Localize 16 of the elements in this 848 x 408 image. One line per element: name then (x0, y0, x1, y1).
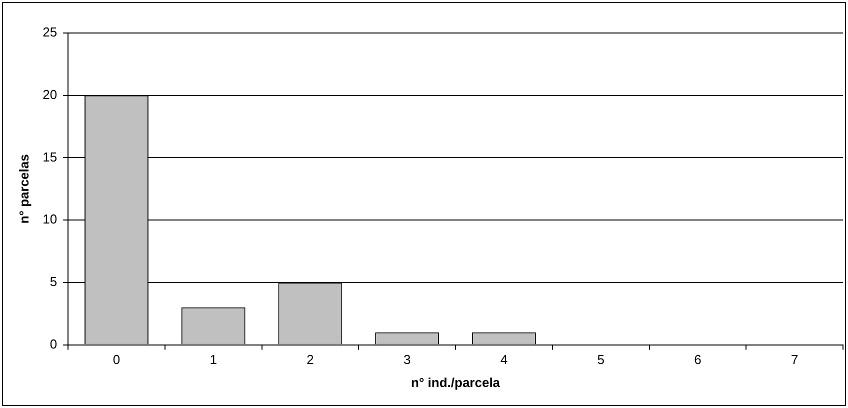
y-tick-label: 5 (50, 274, 58, 290)
x-tick-label: 6 (694, 352, 702, 368)
y-tick-label: 15 (42, 149, 58, 164)
y-axis-title: n° parcelas (16, 154, 32, 224)
y-tick-label: 0 (50, 336, 58, 352)
x-tick-label: 0 (112, 352, 120, 368)
y-tick-label: 20 (42, 86, 58, 102)
y-tick-label: 25 (42, 24, 58, 40)
x-tick-label: 4 (500, 352, 508, 368)
x-tick-label: 7 (790, 352, 798, 368)
x-tick-label: 5 (597, 352, 604, 368)
x-tick-label: 1 (210, 352, 217, 368)
x-tick-label: 3 (403, 352, 411, 368)
x-tick-label: 2 (306, 352, 314, 368)
y-tick-label: 10 (42, 212, 58, 227)
x-axis-title: n° ind./parcela (411, 374, 501, 390)
